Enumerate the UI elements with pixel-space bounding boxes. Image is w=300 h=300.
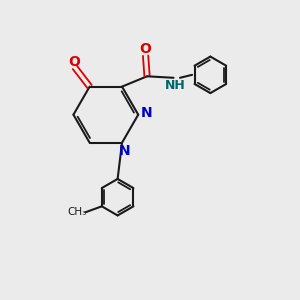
- Text: N: N: [119, 144, 131, 158]
- Text: CH₃: CH₃: [68, 207, 87, 217]
- Text: N: N: [141, 106, 152, 120]
- Text: O: O: [140, 42, 152, 56]
- Text: O: O: [68, 55, 80, 69]
- Text: NH: NH: [165, 79, 185, 92]
